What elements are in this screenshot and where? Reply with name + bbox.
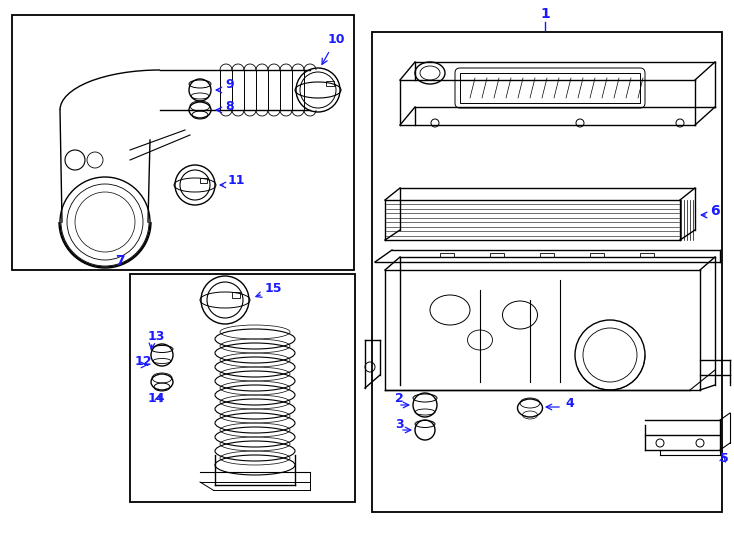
Text: 13: 13: [148, 330, 165, 343]
Bar: [232, 292, 240, 298]
Bar: [490, 253, 504, 257]
Text: 15: 15: [265, 282, 283, 295]
Bar: [540, 253, 554, 257]
Text: 5: 5: [720, 452, 729, 465]
Text: 11: 11: [228, 174, 245, 187]
Bar: [460, 73, 640, 103]
Bar: [372, 32, 722, 512]
Bar: [326, 81, 334, 86]
Bar: [130, 274, 355, 502]
Bar: [12, 15, 354, 270]
Text: 14: 14: [148, 392, 165, 405]
Bar: [200, 178, 207, 183]
Bar: [640, 253, 654, 257]
Text: 4: 4: [565, 397, 574, 410]
Bar: [440, 253, 454, 257]
Text: 12: 12: [135, 355, 153, 368]
Text: 9: 9: [225, 78, 233, 91]
Text: 7: 7: [115, 254, 125, 268]
Text: 3: 3: [395, 418, 404, 431]
Bar: [590, 253, 604, 257]
Text: 6: 6: [710, 204, 719, 218]
Text: 1: 1: [540, 7, 550, 21]
Text: 8: 8: [225, 100, 233, 113]
Text: 10: 10: [328, 33, 346, 46]
Text: 2: 2: [395, 392, 404, 405]
